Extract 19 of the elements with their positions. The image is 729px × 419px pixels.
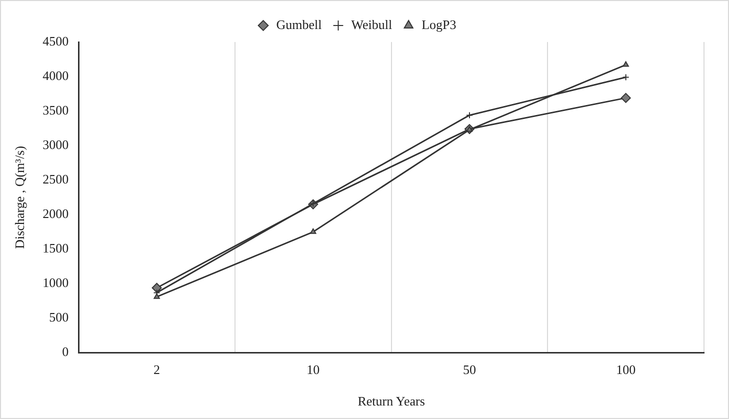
y-tick-label: 0 <box>62 344 69 360</box>
legend-label: Weibull <box>351 16 392 32</box>
y-tick-label: 3000 <box>42 137 69 152</box>
x-axis-title: Return Years <box>358 394 425 409</box>
y-tick-label: 4500 <box>42 33 69 48</box>
y-tick-label: 2000 <box>42 206 69 222</box>
y-tick-label: 1000 <box>42 275 69 290</box>
legend-label: Gumbell <box>276 16 322 32</box>
y-tick-label: 500 <box>49 310 69 325</box>
y-tick-label: 2500 <box>42 172 69 187</box>
y-axis-title: Discharge , Q(m³/s) <box>12 146 28 249</box>
x-tick-label: 2 <box>154 362 160 378</box>
legend-label: LogP3 <box>422 16 456 32</box>
x-tick-label: 100 <box>616 362 636 378</box>
y-tick-label: 1500 <box>42 240 69 256</box>
y-tick-label: 3500 <box>42 102 69 118</box>
x-tick-label: 50 <box>462 362 476 378</box>
x-tick-label: 10 <box>306 362 320 378</box>
y-tick-label: 4000 <box>42 68 69 83</box>
